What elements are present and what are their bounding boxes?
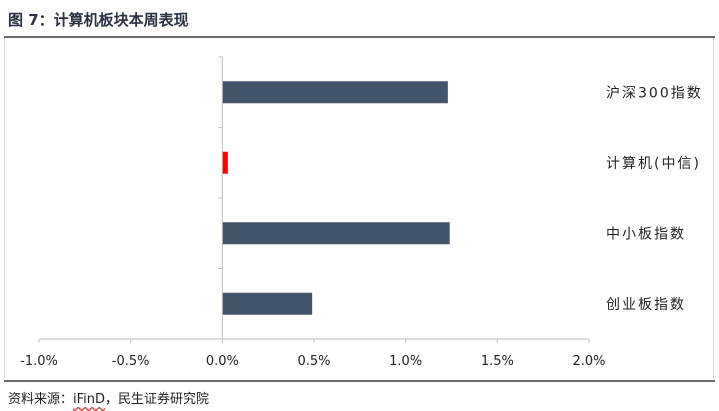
bar-3 — [222, 222, 450, 245]
category-label-3: 中小板指数 — [606, 226, 686, 242]
value-tick-label-6: 1.5% — [481, 354, 514, 369]
footer-divider — [4, 380, 715, 382]
source-suffix: ，民生证券研究院 — [105, 392, 210, 407]
bar-4 — [222, 292, 313, 315]
source-note: 资料来源：iFinD，民生证券研究院 — [8, 388, 209, 407]
source-vendor: iFinD — [73, 392, 106, 407]
value-tick-label-7: 2.0% — [572, 354, 605, 369]
source-prefix: 资料来源： — [8, 392, 74, 407]
value-tick-label-3: 0.0% — [206, 354, 239, 369]
category-label-4: 创业板指数 — [606, 297, 686, 313]
value-tick-label-1: -1.0% — [20, 354, 58, 369]
category-label-1: 沪深300指数 — [606, 85, 703, 101]
value-tick-label-5: 1.0% — [389, 354, 422, 369]
value-tick-label-4: 0.5% — [297, 354, 330, 369]
title-divider — [4, 36, 715, 38]
bar-1 — [222, 81, 448, 104]
category-label-2: 计算机(中信) — [606, 156, 701, 172]
bar-2 — [222, 151, 228, 174]
value-tick-label-2: -0.5% — [112, 354, 150, 369]
chart-title: 图 7：计算机板块本周表现 — [8, 11, 189, 29]
chart-frame — [4, 38, 714, 379]
